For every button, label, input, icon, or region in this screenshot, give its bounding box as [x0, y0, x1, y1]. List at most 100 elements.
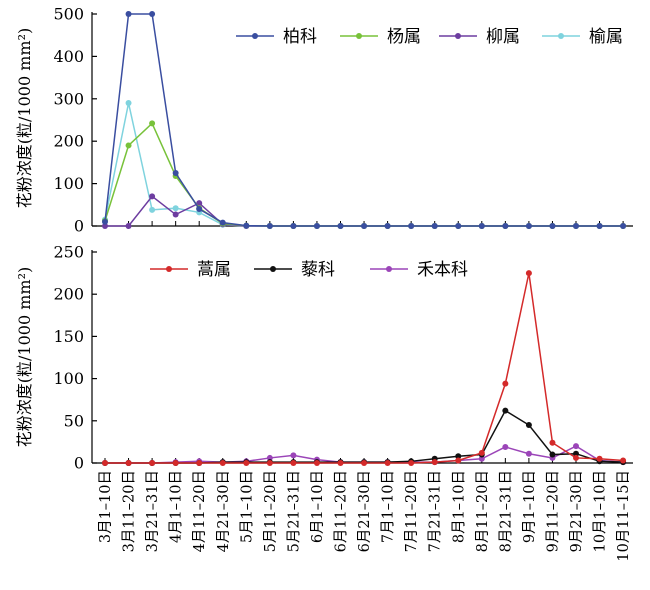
data-point: [196, 200, 203, 207]
data-point: [620, 223, 627, 229]
data-point: [408, 460, 415, 466]
legend-label: 禾本科: [417, 260, 468, 280]
data-point: [243, 460, 250, 466]
y-tick-label: 50: [64, 411, 84, 430]
y-tick-label: 500: [53, 5, 84, 24]
data-point: [502, 443, 509, 450]
data-point: [431, 223, 438, 229]
x-tick-label: 9月1–10日: [522, 470, 538, 543]
data-point: [384, 223, 391, 229]
data-point: [455, 223, 462, 229]
series-line: [105, 409, 624, 464]
legend-label: 榆属: [589, 27, 623, 47]
y-axis-title: 花粉浓度(粒/1000 mm²): [15, 28, 34, 208]
data-point: [573, 450, 579, 457]
x-tick-label: 10月1–10日: [593, 470, 609, 552]
y-tick-label: 0: [74, 454, 84, 473]
data-point: [455, 457, 462, 464]
y-tick-label: 200: [53, 285, 84, 304]
x-tick-label: 6月21–30日: [357, 470, 373, 552]
data-point: [549, 439, 556, 446]
data-point: [573, 223, 579, 229]
data-point: [525, 422, 532, 429]
data-point: [149, 120, 156, 127]
data-point: [502, 380, 509, 387]
series-4: [102, 100, 627, 229]
data-point: [102, 218, 108, 225]
x-tick-label: 3月11–20日: [122, 470, 138, 552]
data-point: [125, 223, 132, 229]
y-tick-label: 200: [53, 132, 84, 151]
data-point: [431, 459, 438, 466]
y-tick-label: 250: [53, 243, 84, 262]
y-tick-label: 400: [53, 47, 84, 66]
legend-marker: [270, 266, 276, 272]
data-point: [125, 142, 132, 149]
legend-label: 柳属: [486, 27, 520, 47]
data-point: [266, 454, 273, 461]
data-point: [196, 206, 203, 213]
data-point: [525, 450, 532, 457]
data-point: [219, 219, 226, 226]
x-tick-label: 6月1–10日: [310, 470, 326, 543]
data-point: [172, 170, 179, 176]
data-point: [361, 223, 368, 229]
x-tick-label: 4月11–20日: [192, 470, 208, 552]
data-point: [573, 443, 579, 450]
legend-label: 藜科: [301, 260, 335, 280]
x-tick-label: 4月21–30日: [216, 470, 232, 552]
x-tick-label: 7月11–20日: [404, 470, 420, 552]
x-tick-label: 5月11–20日: [263, 470, 279, 552]
series-line: [104, 102, 624, 227]
data-point: [149, 11, 156, 17]
data-point: [102, 460, 108, 466]
data-point: [620, 457, 627, 464]
top-panel-chart: 0 100 200 300 400 500 花粉浓度(粒/1000 mm²) 柏科 杨属 柳属 榆属: [15, 5, 633, 236]
x-tick-label: 4月1–10日: [169, 470, 185, 543]
series-1: [102, 11, 627, 229]
data-point: [149, 460, 156, 466]
x-tick-label: 3月1–10日: [98, 470, 114, 543]
legend: 柏科 杨属 柳属 榆属: [236, 27, 623, 47]
data-point: [408, 223, 415, 229]
data-point: [290, 223, 297, 229]
data-point: [149, 206, 156, 213]
data-point: [525, 223, 532, 229]
data-point: [313, 223, 320, 229]
x-tick-label: 5月21–31日: [286, 470, 302, 552]
data-point: [125, 460, 132, 466]
data-point: [149, 193, 156, 200]
x-tick-label: 8月1–10日: [451, 470, 467, 543]
data-point: [172, 211, 179, 218]
y-tick-label: 0: [74, 217, 84, 236]
legend-marker: [356, 33, 362, 39]
series-line: [105, 272, 624, 464]
series-1: [102, 270, 627, 466]
data-point: [573, 454, 579, 461]
series-line: [104, 13, 624, 227]
legend-marker: [252, 33, 258, 39]
data-point: [478, 223, 485, 229]
data-point: [525, 270, 532, 277]
y-axis-title: 花粉浓度(粒/1000 mm²): [15, 267, 34, 447]
data-point: [502, 223, 509, 229]
legend-label: 柏科: [283, 27, 317, 47]
y-tick-label: 100: [53, 369, 84, 388]
x-tick-label: 10月11–15日: [616, 470, 632, 562]
data-point: [384, 460, 391, 466]
legend: 蒿属 藜科 禾本科: [150, 260, 468, 280]
data-point: [243, 222, 250, 229]
data-point: [102, 223, 108, 229]
y-tick-label: 300: [53, 89, 84, 108]
y-tick-label: 100: [53, 174, 84, 193]
data-point: [549, 451, 556, 458]
legend-marker: [386, 266, 392, 272]
data-point: [596, 455, 603, 462]
data-point: [478, 449, 485, 456]
data-point: [549, 223, 556, 229]
data-point: [337, 460, 344, 466]
x-tick-label: 7月1–10日: [381, 470, 397, 543]
data-point: [290, 460, 297, 466]
data-point: [502, 407, 509, 414]
